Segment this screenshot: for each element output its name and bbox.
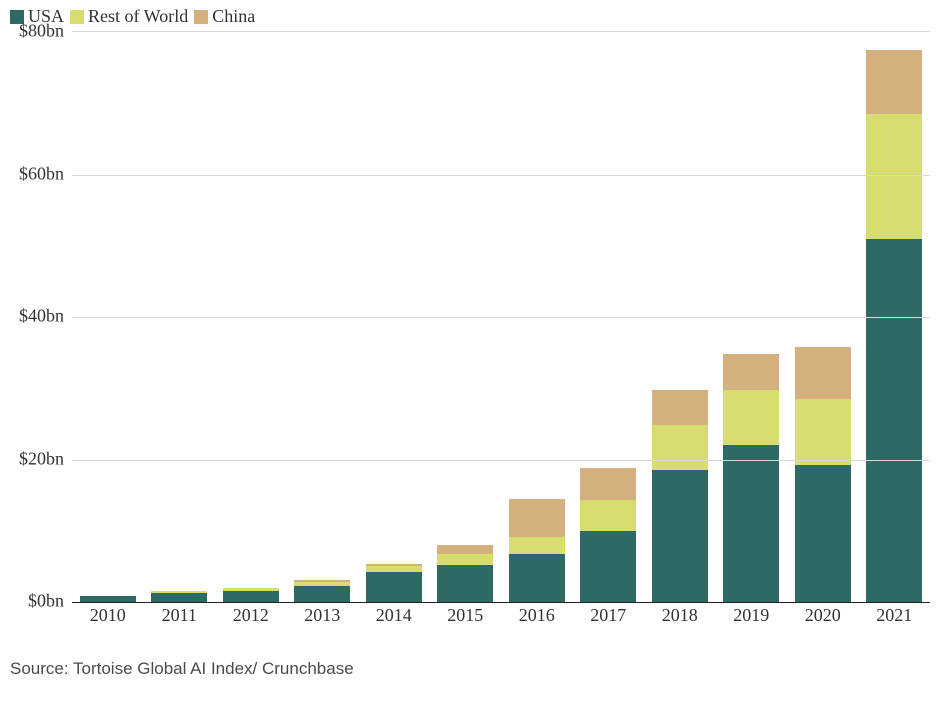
bar-segment-china xyxy=(795,347,851,399)
bar-stack xyxy=(437,545,493,602)
x-axis-labels: 2010201120122013201420152016201720182019… xyxy=(72,603,930,627)
legend-swatch-row xyxy=(70,10,84,24)
bar-segment-usa xyxy=(151,593,207,602)
x-tick-label: 2020 xyxy=(787,603,859,627)
bar-segment-usa xyxy=(294,586,350,602)
legend-swatch-china xyxy=(194,10,208,24)
bar-segment-usa xyxy=(652,470,708,602)
y-tick-label: $60bn xyxy=(19,163,64,184)
x-tick-label: 2017 xyxy=(573,603,645,627)
bar-stack xyxy=(151,591,207,602)
bar-stack xyxy=(580,468,636,602)
x-tick-label: 2011 xyxy=(144,603,216,627)
x-tick-label: 2013 xyxy=(287,603,359,627)
x-tick-label: 2021 xyxy=(859,603,931,627)
y-tick-label: $40bn xyxy=(19,306,64,327)
bar-stack xyxy=(223,588,279,602)
x-tick-label: 2015 xyxy=(430,603,502,627)
legend: USARest of WorldChina xyxy=(10,6,931,27)
bar-segment-row xyxy=(723,390,779,446)
y-tick-label: $0bn xyxy=(28,591,64,612)
bar-segment-row xyxy=(795,399,851,465)
gridline xyxy=(72,175,930,176)
bar-segment-usa xyxy=(223,591,279,602)
gridline xyxy=(72,460,930,461)
legend-label-china: China xyxy=(212,6,255,27)
bar-stack xyxy=(366,564,422,602)
y-tick-label: $20bn xyxy=(19,448,64,469)
bar-segment-china xyxy=(509,499,565,537)
bar-segment-row xyxy=(652,425,708,470)
source-attribution: Source: Tortoise Global AI Index/ Crunch… xyxy=(10,659,931,679)
bar-segment-row xyxy=(437,554,493,565)
bar-stack xyxy=(509,499,565,602)
bar-segment-usa xyxy=(866,239,922,602)
x-tick-label: 2012 xyxy=(215,603,287,627)
bar-segment-row xyxy=(509,537,565,553)
x-tick-label: 2019 xyxy=(716,603,788,627)
legend-item-china: China xyxy=(194,6,255,27)
bar-segment-china xyxy=(723,354,779,390)
y-tick-label: $80bn xyxy=(19,21,64,42)
bar-stack xyxy=(866,50,922,602)
bar-segment-row xyxy=(866,114,922,239)
legend-label-row: Rest of World xyxy=(88,6,188,27)
bar-segment-china xyxy=(437,545,493,554)
bar-segment-usa xyxy=(795,465,851,602)
bar-stack xyxy=(723,354,779,602)
bar-segment-china xyxy=(652,390,708,426)
bar-stack xyxy=(652,390,708,602)
plot-area: $0bn$20bn$40bn$60bn$80bn 201020112012201… xyxy=(10,31,932,627)
gridline xyxy=(72,317,930,318)
legend-item-row: Rest of World xyxy=(70,6,188,27)
x-tick-label: 2014 xyxy=(358,603,430,627)
bar-segment-china xyxy=(580,468,636,500)
bar-segment-china xyxy=(866,50,922,114)
bar-stack xyxy=(80,596,136,602)
x-tick-label: 2018 xyxy=(644,603,716,627)
bar-segment-usa xyxy=(437,565,493,602)
chart-container: USARest of WorldChina $0bn$20bn$40bn$60b… xyxy=(0,0,939,704)
chart-inner xyxy=(72,31,930,603)
x-tick-label: 2016 xyxy=(501,603,573,627)
bar-segment-usa xyxy=(509,554,565,602)
bar-segment-usa xyxy=(580,531,636,602)
y-axis-labels: $0bn$20bn$40bn$60bn$80bn xyxy=(10,31,68,627)
bar-segment-row xyxy=(580,500,636,531)
bar-stack xyxy=(795,347,851,602)
bar-segment-usa xyxy=(723,445,779,602)
bar-segment-usa xyxy=(366,572,422,602)
bar-stack xyxy=(294,580,350,602)
x-tick-label: 2010 xyxy=(72,603,144,627)
bar-segment-usa xyxy=(80,596,136,602)
